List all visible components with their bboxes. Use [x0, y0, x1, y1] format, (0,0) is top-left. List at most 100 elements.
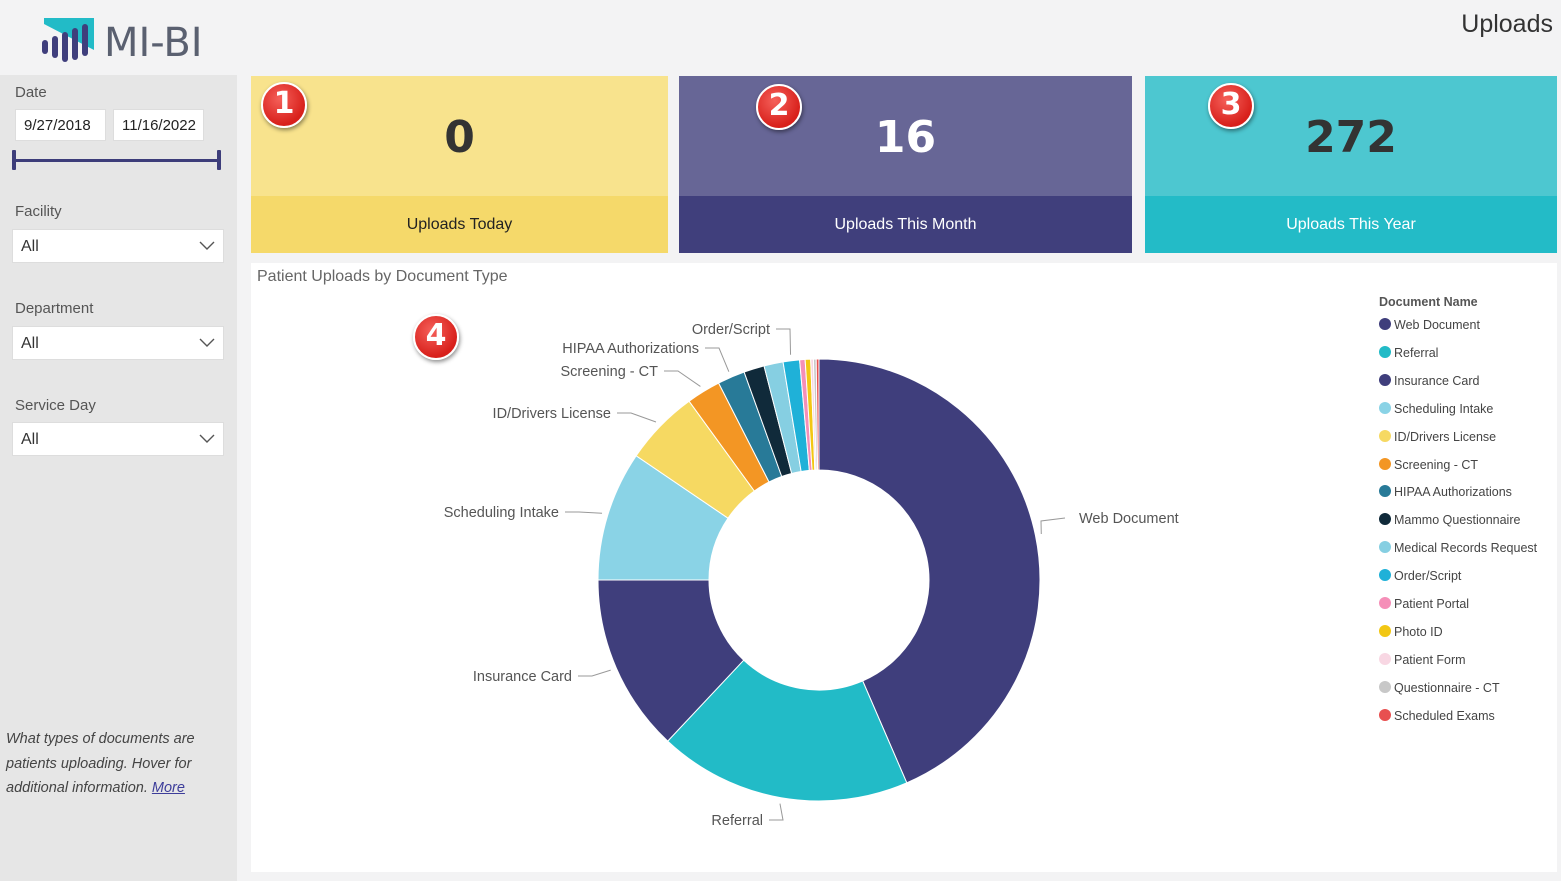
slice-label: HIPAA Authorizations — [562, 341, 699, 357]
legend-label: Order/Script — [1394, 569, 1462, 584]
slice-label: Referral — [711, 813, 763, 829]
annotation-badge-2: 2 — [756, 84, 802, 130]
service-day-dropdown-value: All — [21, 431, 39, 448]
legend-dot-icon — [1379, 345, 1391, 358]
annotation-badge-1: 1 — [261, 82, 307, 128]
kpi-value: 16 — [874, 112, 937, 163]
legend-dot-icon — [1379, 652, 1391, 665]
more-link[interactable]: More — [151, 780, 185, 796]
legend-dot-icon — [1379, 569, 1391, 582]
legend-item[interactable]: Scheduling Intake — [1379, 401, 1493, 417]
note-text: What types of documents are patients upl… — [6, 731, 195, 796]
slice-label: Insurance Card — [473, 669, 572, 685]
legend-item[interactable]: Patient Portal — [1379, 596, 1469, 612]
donut-chart: Web Document Referral Insurance Card Schedu… — [444, 322, 1179, 829]
slice-leader-line — [776, 328, 792, 355]
legend-label: Photo ID — [1394, 624, 1443, 639]
legend-item[interactable]: Questionnaire - CT — [1379, 680, 1500, 696]
donut-chart-panel: Patient Uploads by Document Type Web Doc… — [251, 263, 1557, 872]
slice-label: Web Document — [1079, 511, 1179, 527]
kpi-value: 0 — [444, 112, 475, 163]
chevron-down-icon — [199, 434, 215, 443]
legend-dot-icon — [1379, 597, 1391, 609]
legend-label: Scheduling Intake — [1394, 401, 1494, 416]
kpi-label: Uploads This Month — [679, 196, 1132, 253]
filter-sidebar: Date 9/27/2018 11/16/2022 Facility All D… — [0, 75, 237, 881]
donut-slice[interactable] — [815, 358, 820, 471]
slider-end-handle[interactable] — [217, 150, 221, 170]
slice-label: Screening - CT — [560, 364, 658, 380]
legend-label: Insurance Card — [1394, 373, 1480, 388]
legend-dot-icon — [1379, 318, 1391, 330]
legend-label: Patient Form — [1394, 652, 1466, 667]
legend-label: Screening - CT — [1394, 457, 1479, 472]
service-day-dropdown[interactable]: All — [12, 422, 224, 456]
slice-leader-line — [617, 412, 657, 423]
start-date-input[interactable]: 9/27/2018 — [15, 109, 106, 141]
logo-text: MI-BI — [104, 20, 203, 66]
page-title: Uploads — [1461, 10, 1553, 38]
donut-slice[interactable] — [667, 659, 908, 802]
slice-label: Scheduling Intake — [444, 505, 559, 521]
department-dropdown-value: All — [21, 335, 39, 352]
legend-dot-icon — [1379, 401, 1391, 414]
legend-dot-icon — [1379, 513, 1391, 526]
slice-label: Order/Script — [692, 322, 770, 338]
kpi-card-uploads-this-month: 16 Uploads This Month — [679, 76, 1132, 253]
legend-label: Scheduled Exams — [1394, 708, 1495, 723]
kpi-card-uploads-this-year: 272 Uploads This Year — [1145, 76, 1557, 253]
legend-label: Medical Records Request — [1394, 541, 1538, 556]
legend-item[interactable]: HIPAA Authorizations — [1379, 484, 1512, 500]
legend-item[interactable]: ID/Drivers License — [1379, 429, 1496, 445]
slice-leader-line — [1040, 517, 1066, 534]
end-date-input[interactable]: 11/16/2022 — [113, 109, 204, 141]
legend-label: HIPAA Authorizations — [1394, 485, 1512, 500]
chevron-down-icon — [199, 241, 215, 250]
legend-item[interactable]: Order/Script — [1379, 568, 1461, 584]
legend-label: Web Document — [1394, 318, 1480, 332]
facility-filter-label: Facility — [15, 203, 62, 220]
kpi-value: 272 — [1305, 112, 1397, 163]
legend-item[interactable]: Medical Records Request — [1379, 540, 1537, 556]
legend-item[interactable]: Mammo Questionnaire — [1379, 512, 1520, 528]
legend-item[interactable]: Screening - CT — [1379, 457, 1478, 473]
kpi-label: Uploads This Year — [1145, 196, 1557, 253]
facility-dropdown[interactable]: All — [12, 229, 224, 263]
slider-start-handle[interactable] — [12, 150, 16, 170]
slice-leader-line — [578, 669, 611, 677]
legend-item[interactable]: Web Document — [1379, 317, 1480, 333]
legend-item[interactable]: Referral — [1379, 345, 1438, 361]
legend-dot-icon — [1379, 429, 1391, 442]
department-filter-label: Department — [15, 300, 94, 317]
slice-leader-line — [769, 803, 784, 821]
legend-label: Questionnaire - CT — [1394, 680, 1500, 695]
mi-bi-logo: MI-BI — [40, 10, 210, 66]
legend-item[interactable]: Patient Form — [1379, 652, 1466, 668]
slice-leader-line — [664, 370, 701, 387]
legend-item[interactable]: Insurance Card — [1379, 373, 1479, 389]
chevron-down-icon — [199, 338, 215, 347]
legend-label: ID/Drivers License — [1394, 429, 1497, 444]
donut-slice[interactable] — [818, 358, 1041, 784]
department-dropdown[interactable]: All — [12, 326, 224, 360]
legend-label: Mammo Questionnaire — [1394, 513, 1521, 528]
date-filter-label: Date — [15, 84, 47, 101]
legend-label: Patient Portal — [1394, 597, 1470, 611]
legend-dot-icon — [1379, 708, 1391, 721]
bar-chart-logo-icon — [42, 18, 94, 62]
annotation-badge-3: 3 — [1208, 83, 1254, 129]
legend-item[interactable]: Scheduled Exams — [1379, 708, 1495, 724]
legend-dot-icon — [1379, 457, 1391, 470]
legend-dot-icon — [1379, 373, 1391, 386]
annotation-badge-4: 4 — [413, 314, 459, 360]
chart-title: Patient Uploads by Document Type — [257, 268, 508, 285]
legend-item[interactable]: Photo ID — [1379, 624, 1443, 640]
legend-label: Referral — [1394, 345, 1439, 360]
legend-dot-icon — [1379, 680, 1391, 693]
legend-dot-icon — [1379, 485, 1391, 498]
date-range-slider[interactable] — [14, 159, 220, 162]
facility-dropdown-value: All — [21, 238, 39, 255]
legend-title: Document Name — [1379, 295, 1478, 309]
legend-dot-icon — [1379, 541, 1391, 554]
kpi-card-uploads-today: 0 Uploads Today — [251, 76, 668, 253]
